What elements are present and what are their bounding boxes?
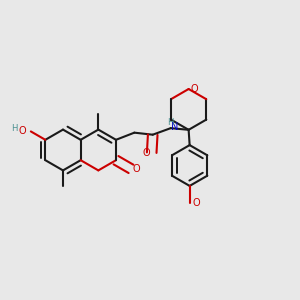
Text: H: H <box>11 124 17 133</box>
Text: O: O <box>142 148 150 158</box>
Text: O: O <box>192 198 200 208</box>
Text: N: N <box>172 122 179 132</box>
Text: H: H <box>167 118 174 127</box>
Text: O: O <box>19 126 27 136</box>
Text: O: O <box>133 164 140 174</box>
Text: O: O <box>191 84 198 94</box>
